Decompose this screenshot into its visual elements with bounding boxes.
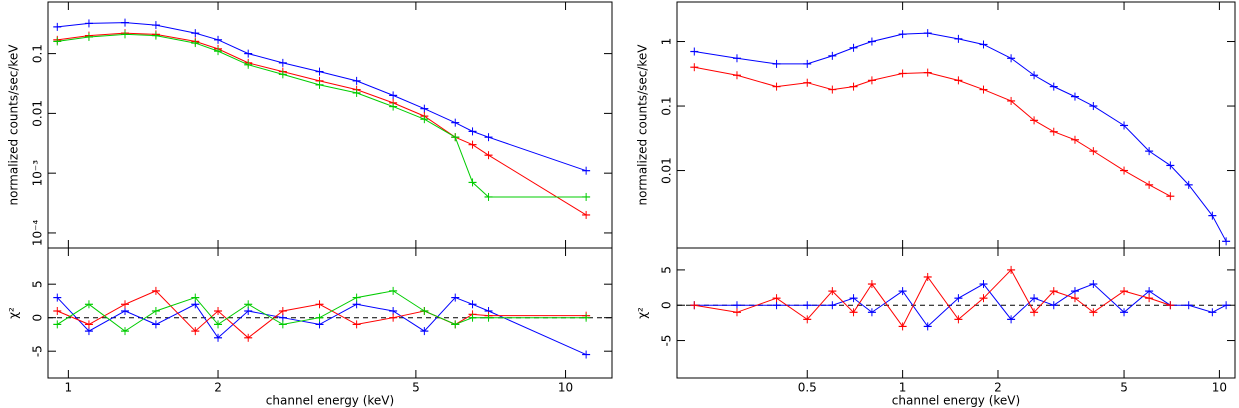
y-tick-label: 10⁻³ (31, 160, 45, 187)
x-tick-label: 2 (214, 381, 222, 395)
y-tick-label: 0.1 (660, 96, 674, 115)
spectrum-line (694, 66, 1171, 197)
spectrum-line (57, 290, 587, 339)
y-tick-label: -5 (31, 345, 45, 357)
spectrum-line (57, 290, 587, 332)
plot-frame (676, 247, 1236, 379)
y-tick-label: 5 (660, 266, 674, 274)
x-tick-label: 0.5 (798, 381, 817, 395)
y-tick-label: 0 (31, 314, 45, 322)
y-axis-label: χ² (636, 307, 650, 319)
y-tick-label: 5 (31, 280, 45, 288)
x-tick-label: 1 (899, 381, 907, 395)
plot-frame (47, 247, 613, 379)
y-tick-label: 0 (660, 301, 674, 309)
x-axis-label: channel energy (keV) (266, 394, 394, 408)
spectrum-line (694, 32, 1227, 242)
y-tick-label: 1 (660, 38, 674, 46)
x-tick-label: 5 (412, 381, 420, 395)
y-tick-label: 0.1 (31, 44, 45, 63)
y-axis-label: normalized counts/sec/keV (636, 44, 650, 206)
y-tick-label: 0.01 (31, 100, 45, 127)
x-tick-label: 2 (994, 381, 1002, 395)
spectrum-line (57, 33, 587, 198)
y-axis-label: normalized counts/sec/keV (7, 44, 21, 206)
x-tick-label: 1 (65, 381, 73, 395)
x-axis-label: channel energy (keV) (892, 394, 1020, 408)
spectrum-line (57, 32, 587, 216)
y-tick-label: -5 (660, 335, 674, 347)
x-tick-label: 5 (1120, 381, 1128, 395)
plot-frame (47, 1, 613, 249)
y-tick-label: 0.01 (660, 157, 674, 184)
y-tick-label: 10⁻⁴ (31, 220, 45, 247)
spectrum-line (694, 269, 1171, 328)
x-tick-label: 10 (558, 381, 573, 395)
y-axis-label: χ² (7, 307, 21, 319)
spectrum-line (57, 22, 587, 172)
x-tick-label: 10 (1212, 381, 1227, 395)
spectrum-line (56, 296, 587, 356)
